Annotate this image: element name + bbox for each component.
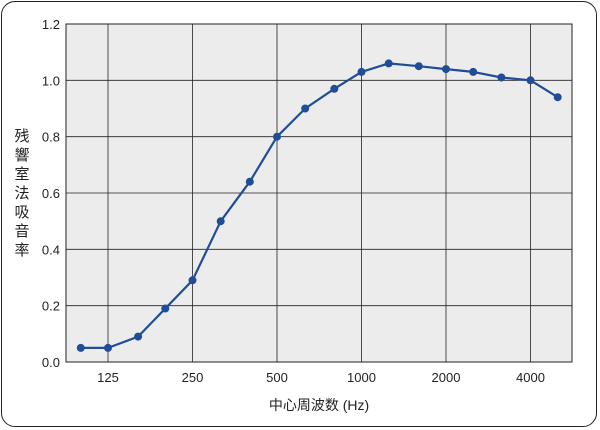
data-point	[442, 65, 450, 74]
x-axis-ticks: 125 250 500 1000 2000 4000	[97, 370, 545, 385]
data-point	[161, 304, 170, 313]
y-axis-label-char: 残	[14, 128, 29, 145]
data-point	[384, 59, 393, 68]
series-line	[80, 62, 559, 349]
data-point	[497, 73, 506, 82]
data-point	[414, 62, 423, 71]
y-axis-label-char: 吸	[14, 204, 29, 221]
data-point	[273, 132, 281, 141]
y-axis-label-char: 音	[14, 223, 29, 240]
data-point	[245, 177, 254, 186]
y-axis-ticks: 0.0 0.2 0.4 0.6 0.8 1.0 1.2	[42, 17, 60, 370]
x-tick-label: 500	[266, 370, 288, 385]
y-tick-label: 1.0	[42, 73, 60, 88]
data-point	[76, 343, 85, 352]
data-point	[134, 332, 143, 341]
plot-border	[65, 23, 573, 363]
data-point	[216, 217, 225, 226]
x-tick-label: 1000	[347, 370, 376, 385]
y-axis-label-char: 室	[14, 166, 29, 183]
series-group	[76, 59, 562, 352]
x-tick-label: 250	[182, 370, 204, 385]
data-point	[330, 84, 339, 93]
y-axis-label-char: 響	[14, 146, 29, 164]
data-point	[526, 76, 535, 85]
data-point	[188, 276, 197, 285]
data-point	[357, 67, 366, 76]
x-axis-label: 中心周波数 (Hz)	[269, 397, 369, 413]
x-tick-label: 125	[97, 370, 119, 385]
y-tick-label: 0.0	[42, 355, 60, 370]
y-tick-label: 0.2	[42, 299, 60, 314]
data-point	[104, 343, 112, 352]
x-tick-label: 4000	[516, 370, 545, 385]
y-axis-label-char: 法	[14, 185, 29, 202]
x-tick-label: 2000	[432, 370, 461, 385]
y-tick-label: 0.8	[42, 130, 60, 145]
data-point	[301, 104, 310, 113]
data-point	[553, 93, 562, 102]
data-point	[469, 67, 478, 76]
y-axis-label-char: 率	[14, 242, 29, 259]
y-tick-label: 0.6	[42, 186, 60, 201]
y-tick-label: 1.2	[42, 17, 60, 32]
y-tick-label: 0.4	[42, 242, 60, 257]
